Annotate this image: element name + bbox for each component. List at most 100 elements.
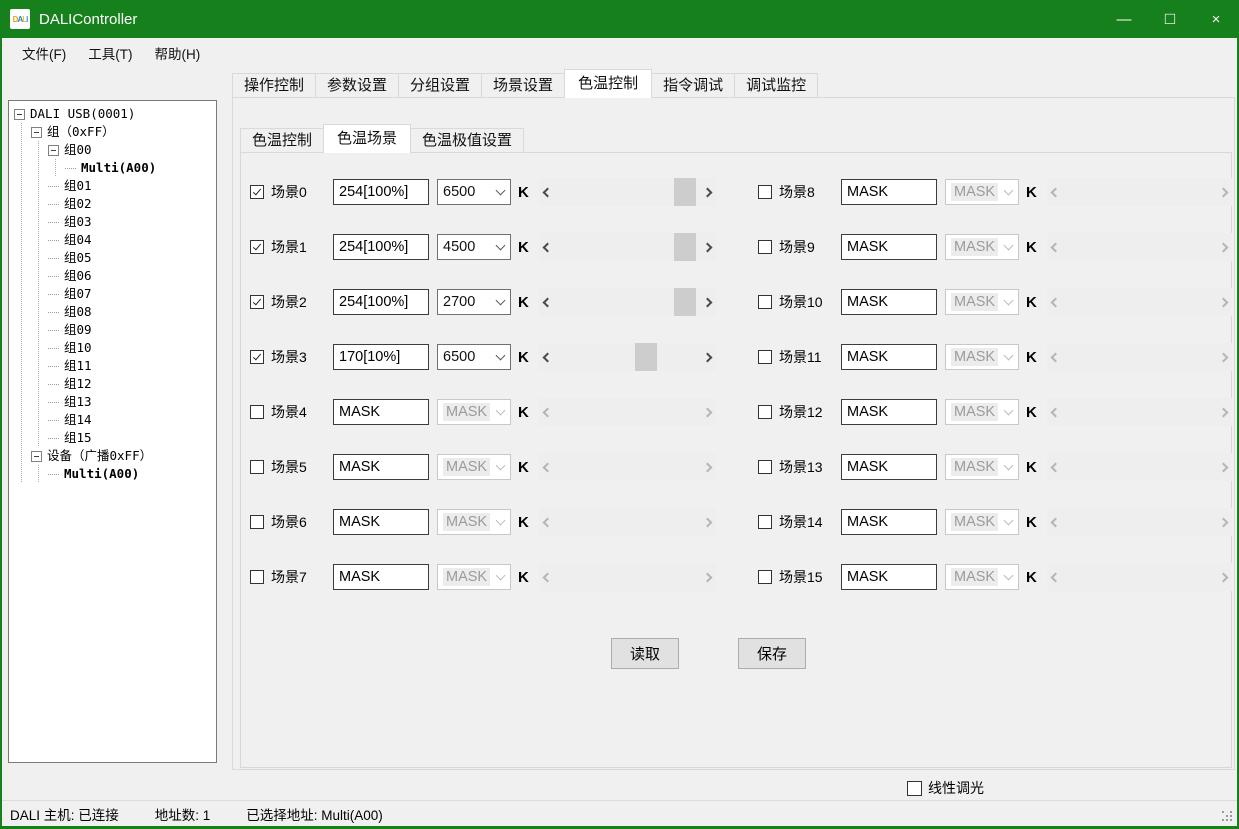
kelvin-dropdown[interactable]: MASK [945,454,1019,480]
scene-level-input[interactable] [841,399,937,425]
scene-level-input[interactable] [333,509,429,535]
scene-checkbox[interactable] [758,515,772,529]
kelvin-dropdown[interactable]: MASK [945,179,1019,205]
tree-item[interactable]: 组07 [9,285,216,303]
tree-item[interactable]: 组09 [9,321,216,339]
menu-item-tools[interactable]: 工具(T) [88,46,133,62]
scene-level-input[interactable] [333,289,429,315]
tree-expander-minus-icon[interactable] [31,450,42,462]
scene-level-input[interactable] [333,399,429,425]
tree-item[interactable]: Multi(A00) [9,465,216,483]
tree-item[interactable]: 组14 [9,411,216,429]
tree-item[interactable]: 组00 [9,141,216,159]
scrollbar-track[interactable] [555,233,700,261]
tree-item[interactable]: 组（0xFF） [9,123,216,141]
scene-checkbox[interactable] [758,570,772,584]
scene-level-input[interactable] [841,234,937,260]
scene-level-input[interactable] [333,344,429,370]
subtab-色温控制[interactable]: 色温控制 [240,128,325,153]
kelvin-dropdown[interactable]: 6500 [437,179,511,205]
tree-item[interactable]: Multi(A00) [9,159,216,177]
scroll-left-icon[interactable] [539,288,555,316]
kelvin-dropdown[interactable]: MASK [437,564,511,590]
scene-level-input[interactable] [333,454,429,480]
scene-checkbox[interactable] [250,295,264,309]
scroll-right-icon[interactable] [700,343,716,371]
scrollbar-track[interactable] [555,288,700,316]
scene-level-input[interactable] [841,179,937,205]
scene-level-input[interactable] [841,344,937,370]
read-button[interactable]: 读取 [611,638,679,669]
scroll-right-icon[interactable] [700,178,716,206]
level-scrollbar[interactable] [538,178,716,206]
resize-grip-icon[interactable] [1222,811,1234,823]
scene-checkbox[interactable] [758,240,772,254]
tab-操作控制[interactable]: 操作控制 [232,73,317,98]
kelvin-dropdown[interactable]: MASK [437,454,511,480]
scrollbar-thumb[interactable] [674,288,697,316]
menu-item-file[interactable]: 文件(F) [22,46,67,62]
tree-item[interactable]: 设备（广播0xFF） [9,447,216,465]
kelvin-dropdown[interactable]: MASK [437,509,511,535]
tree-item[interactable]: 组12 [9,375,216,393]
kelvin-dropdown[interactable]: MASK [437,399,511,425]
scene-checkbox[interactable] [758,405,772,419]
scene-level-input[interactable] [333,234,429,260]
tab-指令调试[interactable]: 指令调试 [651,73,736,98]
tree-item[interactable]: 组04 [9,231,216,249]
kelvin-dropdown[interactable]: MASK [945,399,1019,425]
scene-checkbox[interactable] [758,460,772,474]
scroll-right-icon[interactable] [700,233,716,261]
scene-level-input[interactable] [841,509,937,535]
scrollbar-track[interactable] [555,178,700,206]
scene-level-input[interactable] [333,564,429,590]
scene-checkbox[interactable] [758,350,772,364]
scene-checkbox[interactable] [250,240,264,254]
kelvin-dropdown[interactable]: MASK [945,234,1019,260]
tree-expander-minus-icon[interactable] [48,144,59,156]
scene-level-input[interactable] [841,289,937,315]
scroll-left-icon[interactable] [539,343,555,371]
scrollbar-thumb[interactable] [674,178,697,206]
tree-item[interactable]: 组06 [9,267,216,285]
tree-item[interactable]: 组10 [9,339,216,357]
scene-checkbox[interactable] [250,350,264,364]
tab-分组设置[interactable]: 分组设置 [398,73,483,98]
scene-checkbox[interactable] [250,460,264,474]
tree-item[interactable]: 组03 [9,213,216,231]
scrollbar-thumb[interactable] [634,343,657,371]
tree-expander-minus-icon[interactable] [31,126,42,138]
tree-item[interactable]: 组11 [9,357,216,375]
level-scrollbar[interactable] [538,343,716,371]
kelvin-dropdown[interactable]: 2700 [437,289,511,315]
subtab-色温场景[interactable]: 色温场景 [323,124,412,153]
minimize-icon[interactable]: — [1116,10,1132,28]
level-scrollbar[interactable] [538,233,716,261]
tab-调试监控[interactable]: 调试监控 [734,73,819,98]
kelvin-dropdown[interactable]: MASK [945,289,1019,315]
scrollbar-track[interactable] [555,343,700,371]
tree-item[interactable]: 组01 [9,177,216,195]
kelvin-dropdown[interactable]: MASK [945,564,1019,590]
scene-checkbox[interactable] [250,515,264,529]
tab-色温控制[interactable]: 色温控制 [564,69,653,98]
scene-checkbox[interactable] [758,295,772,309]
level-scrollbar[interactable] [538,288,716,316]
scene-checkbox[interactable] [250,570,264,584]
tree-item[interactable]: 组15 [9,429,216,447]
kelvin-dropdown[interactable]: MASK [945,344,1019,370]
tree-item[interactable]: DALI USB(0001) [9,105,216,123]
tab-参数设置[interactable]: 参数设置 [315,73,400,98]
scene-level-input[interactable] [841,454,937,480]
tab-场景设置[interactable]: 场景设置 [481,73,566,98]
maximize-icon[interactable]: □ [1164,9,1176,28]
tree-item[interactable]: 组08 [9,303,216,321]
kelvin-dropdown[interactable]: MASK [945,509,1019,535]
menu-item-help[interactable]: 帮助(H) [154,46,201,62]
close-icon[interactable]: × [1211,10,1221,28]
linear-dimming-checkbox[interactable] [907,780,922,796]
scroll-right-icon[interactable] [700,288,716,316]
tree-item[interactable]: 组05 [9,249,216,267]
scroll-left-icon[interactable] [539,178,555,206]
scene-checkbox[interactable] [250,405,264,419]
